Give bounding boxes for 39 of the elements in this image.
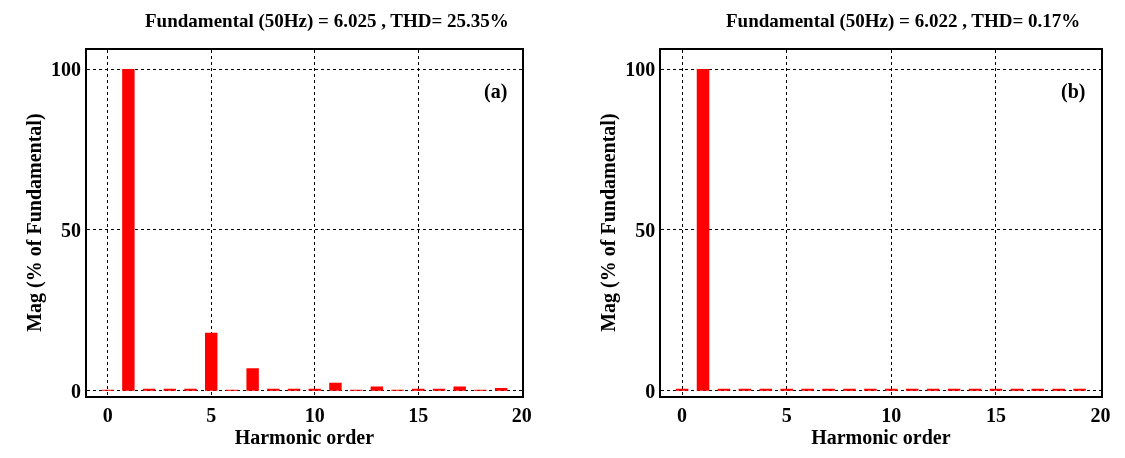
x-tick-label: 0: [677, 403, 688, 426]
x-tick-label: 10: [304, 403, 325, 426]
bar: [370, 386, 384, 391]
bar: [122, 69, 135, 391]
bar: [246, 368, 259, 391]
bar: [205, 332, 218, 391]
x-tick-label: 0: [102, 403, 113, 426]
chart-title: Fundamental (50Hz) = 6.025 , THD= 25.35%: [145, 10, 509, 32]
bar: [432, 388, 446, 391]
bar: [494, 388, 508, 391]
bar: [453, 386, 466, 391]
bar: [163, 388, 177, 391]
x-tick-label: 15: [408, 403, 429, 426]
x-tick-label: 15: [985, 403, 1006, 426]
y-axis-title: Mag (% of Fundamental): [22, 113, 46, 332]
bar: [267, 388, 280, 391]
x-tick-label: 20: [511, 403, 532, 426]
x-axis-title: Harmonic order: [811, 425, 951, 448]
bar: [287, 388, 301, 391]
y-tick-label: 100: [50, 58, 81, 81]
x-tick-label: 5: [206, 403, 217, 426]
bar: [412, 388, 425, 391]
bar: [308, 388, 321, 391]
x-tick-label: 5: [781, 403, 792, 426]
annotation: (a): [484, 80, 508, 103]
x-tick-label: 10: [881, 403, 902, 426]
y-tick-label: 50: [635, 218, 656, 241]
y-tick-label: 0: [645, 379, 656, 402]
x-axis-title: Harmonic order: [234, 425, 375, 448]
bar: [329, 382, 342, 391]
bar: [142, 388, 156, 391]
annotation: (b): [1061, 80, 1086, 103]
chart-title: Fundamental (50Hz) = 6.022 , THD= 0.17%: [726, 10, 1081, 32]
y-axis-title: Mag (% of Fundamental): [597, 113, 621, 332]
y-tick-label: 0: [70, 379, 81, 402]
y-tick-label: 50: [60, 218, 81, 241]
y-tick-label: 100: [625, 58, 656, 81]
x-tick-label: 20: [1090, 403, 1111, 426]
bar: [184, 388, 197, 391]
